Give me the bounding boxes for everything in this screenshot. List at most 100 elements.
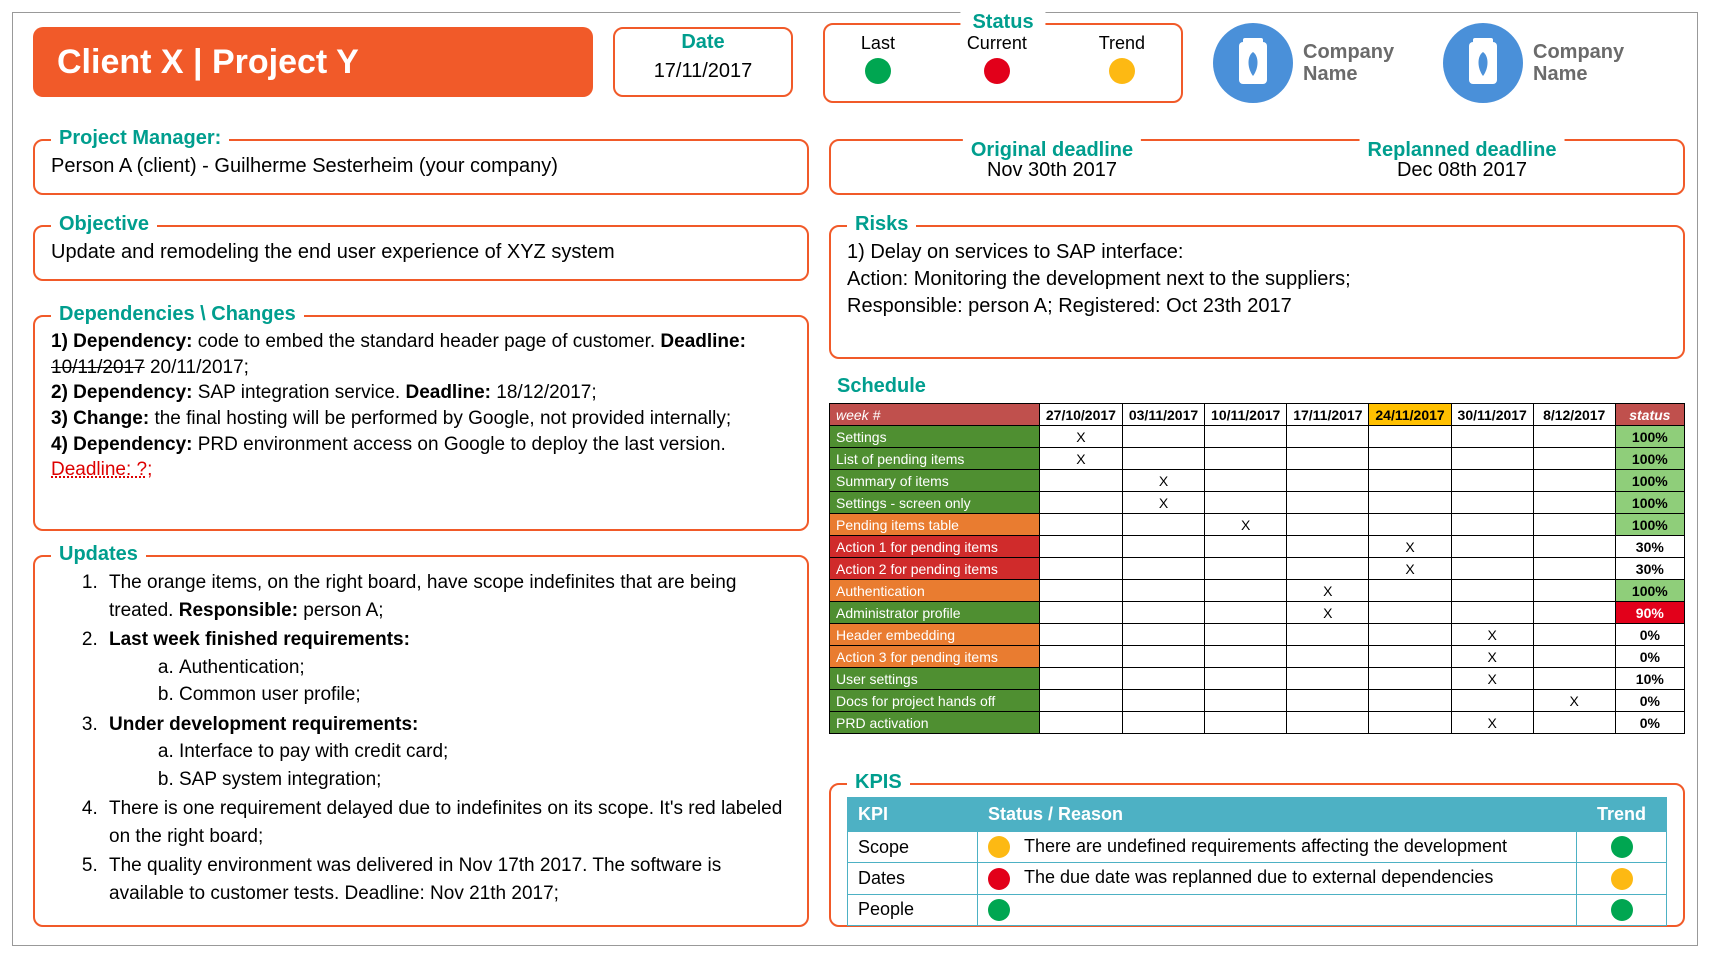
schedule-row: Summary of itemsX100% (830, 470, 1685, 492)
schedule-cell (1533, 536, 1615, 558)
schedule-cell (1533, 602, 1615, 624)
schedule-cell (1122, 536, 1204, 558)
schedule-date-header: 17/11/2017 (1287, 404, 1369, 426)
dependency-item: 3) Change: the final hosting will be per… (51, 406, 791, 432)
updates-list: The orange items, on the right board, ha… (51, 569, 791, 908)
schedule-cell (1122, 624, 1204, 646)
dependency-item: 4) Dependency: PRD environment access on… (51, 432, 791, 483)
replanned-deadline-value: Dec 08th 2017 (1257, 159, 1667, 182)
schedule-row-name: Summary of items (830, 470, 1040, 492)
schedule-date-header: 27/10/2017 (1039, 404, 1122, 426)
kpi-status-dot-icon (988, 868, 1010, 890)
kpis-label: KPIS (847, 771, 910, 794)
update-subitem: SAP system integration; (179, 766, 791, 794)
schedule-cell (1287, 558, 1369, 580)
pm-section: Project Manager: Person A (client) - Gui… (33, 139, 809, 195)
schedule-row-name: Administrator profile (830, 602, 1040, 624)
status-col: Last (861, 33, 895, 89)
kpi-trend (1577, 832, 1667, 863)
update-item: Last week finished requirements:Authenti… (103, 626, 791, 709)
schedule-cell (1369, 470, 1451, 492)
status-report-page: Client X | Project Y Date 17/11/2017 Sta… (12, 12, 1698, 946)
schedule-cell: X (1287, 602, 1369, 624)
kpi-trend (1577, 894, 1667, 925)
kpi-header-trend: Trend (1577, 798, 1667, 832)
schedule-cell (1287, 668, 1369, 690)
schedule-row-name: Action 3 for pending items (830, 646, 1040, 668)
risks-body: 1) Delay on services to SAP interface: A… (847, 239, 1667, 320)
logo-line2: Name (1533, 63, 1624, 85)
schedule-cell (1451, 470, 1533, 492)
schedule-week-header: week # (830, 404, 1040, 426)
schedule-cell (1039, 646, 1122, 668)
date-box: Date 17/11/2017 (613, 27, 793, 97)
schedule-cell (1369, 690, 1451, 712)
schedule-row-name: User settings (830, 668, 1040, 690)
updates-label: Updates (51, 543, 146, 566)
kpi-status: There are undefined requirements affecti… (978, 832, 1577, 863)
original-deadline-value: Nov 30th 2017 (847, 159, 1257, 182)
status-col: Current (967, 33, 1027, 89)
schedule-cell: X (1533, 690, 1615, 712)
schedule-row: PRD activationX0% (830, 712, 1685, 734)
schedule-row: User settingsX10% (830, 668, 1685, 690)
schedule-cell: X (1451, 712, 1533, 734)
status-box: Status LastCurrentTrend (823, 23, 1183, 103)
schedule-cell (1039, 558, 1122, 580)
schedule-cell: X (1451, 646, 1533, 668)
schedule-date-header: 30/11/2017 (1451, 404, 1533, 426)
schedule-cell (1287, 470, 1369, 492)
update-subitem: Common user profile; (179, 681, 791, 709)
schedule-cell (1451, 580, 1533, 602)
schedule-cell (1287, 426, 1369, 448)
schedule-cell (1369, 580, 1451, 602)
schedule-cell (1122, 646, 1204, 668)
kpis-section: KPIS KPI Status / Reason Trend Scope The… (829, 783, 1685, 927)
schedule-cell (1533, 558, 1615, 580)
schedule-row: Action 3 for pending itemsX0% (830, 646, 1685, 668)
company-logo-2: Company Name (1443, 23, 1624, 103)
schedule-status-cell: 10% (1615, 668, 1684, 690)
schedule-status-cell: 100% (1615, 580, 1684, 602)
pm-label: Project Manager: (51, 127, 229, 150)
schedule-cell (1533, 580, 1615, 602)
kpi-name: Scope (848, 832, 978, 863)
schedule-cell (1122, 558, 1204, 580)
date-label: Date (615, 31, 791, 54)
schedule-cell (1039, 602, 1122, 624)
status-dot-icon (984, 58, 1010, 84)
schedule-cell (1451, 536, 1533, 558)
schedule-status-cell: 100% (1615, 514, 1684, 536)
schedule-row: Settings - screen onlyX100% (830, 492, 1685, 514)
schedule-cell (1451, 514, 1533, 536)
schedule-cell: X (1451, 624, 1533, 646)
schedule-cell (1039, 690, 1122, 712)
schedule-cell (1205, 448, 1287, 470)
updates-section: Updates The orange items, on the right b… (33, 555, 809, 927)
status-col-label: Last (861, 33, 895, 54)
schedule-cell (1205, 668, 1287, 690)
schedule-cell (1369, 624, 1451, 646)
schedule-cell (1205, 690, 1287, 712)
deadlines-section: Original deadline Nov 30th 2017 Replanne… (829, 139, 1685, 195)
schedule-cell (1287, 492, 1369, 514)
page-title: Client X | Project Y (33, 27, 593, 97)
schedule-cell (1122, 514, 1204, 536)
replanned-deadline-label: Replanned deadline (1360, 139, 1565, 162)
schedule-row-name: List of pending items (830, 448, 1040, 470)
logo-text: Company Name (1303, 41, 1394, 85)
schedule-row: Action 2 for pending itemsX30% (830, 558, 1685, 580)
schedule-cell: X (1287, 580, 1369, 602)
schedule-cell (1205, 536, 1287, 558)
kpi-reason: The due date was replanned due to extern… (1024, 867, 1493, 887)
schedule-date-header: 10/11/2017 (1205, 404, 1287, 426)
schedule-row-name: Authentication (830, 580, 1040, 602)
logo-line2: Name (1303, 63, 1394, 85)
schedule-cell (1287, 448, 1369, 470)
schedule-cell (1451, 602, 1533, 624)
kpi-trend (1577, 863, 1667, 894)
schedule-cell: X (1122, 470, 1204, 492)
company-logo-1: Company Name (1213, 23, 1394, 103)
schedule-row-name: Action 1 for pending items (830, 536, 1040, 558)
schedule-status-cell: 30% (1615, 536, 1684, 558)
